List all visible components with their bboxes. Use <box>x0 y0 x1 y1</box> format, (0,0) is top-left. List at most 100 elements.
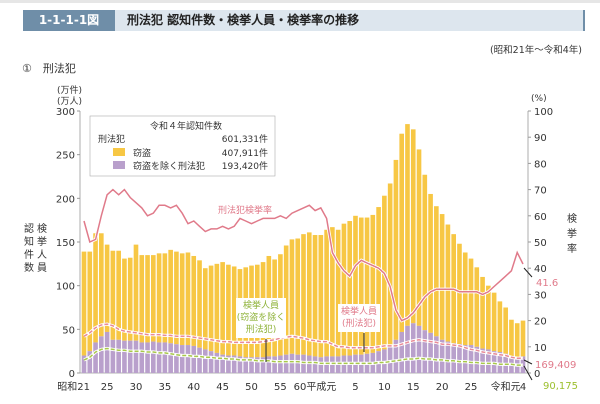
bar-theft <box>335 229 341 357</box>
bar-theft <box>514 323 520 358</box>
bar-non-theft <box>243 357 249 373</box>
period: (昭和21年～令和4年) <box>489 45 582 56</box>
bar-non-theft <box>399 331 405 373</box>
bar-theft <box>480 276 485 349</box>
bar-non-theft <box>474 346 480 373</box>
bar-non-theft <box>486 349 491 373</box>
bar-non-theft <box>416 325 422 373</box>
right-unit: (%) <box>531 94 547 104</box>
legend-title: 令和４年認知件数 <box>150 120 222 132</box>
bar-non-theft <box>457 344 462 373</box>
bar-non-theft <box>451 343 456 373</box>
bar-non-theft <box>312 356 318 373</box>
y2-tick-label: 100 <box>534 107 553 118</box>
bar-non-theft <box>202 349 208 373</box>
bar-theft <box>491 292 497 352</box>
bar-theft <box>179 253 185 346</box>
bar-theft <box>110 250 116 340</box>
right-axis-label: 検 <box>567 212 577 225</box>
right-axis-label: 率 <box>567 242 577 255</box>
bar-non-theft <box>179 345 185 373</box>
bar-non-theft <box>254 357 260 373</box>
bar-non-theft <box>139 342 145 373</box>
bar-non-theft <box>99 336 104 373</box>
bar-non-theft <box>208 351 214 373</box>
bar-non-theft <box>110 339 116 373</box>
bar-non-theft <box>428 332 433 373</box>
end-arrest-non-theft-label: 90,175 <box>543 381 578 392</box>
bar-non-theft <box>104 331 110 373</box>
bar-theft <box>185 252 191 346</box>
bar-non-theft <box>156 342 162 373</box>
x-tick-label: 60平成元 <box>294 381 337 393</box>
bar-theft <box>93 233 98 343</box>
bar-theft <box>358 217 364 355</box>
bar-theft <box>104 244 110 332</box>
arrest-total-line <box>83 323 523 359</box>
legend-label: 刑法犯 <box>98 133 125 145</box>
bar-theft <box>503 307 508 354</box>
bar-non-theft <box>266 356 272 373</box>
bar-non-theft <box>480 348 485 373</box>
bar-theft <box>145 255 150 343</box>
legend-swatch-non-theft <box>113 161 125 169</box>
left-axis-label: 検 <box>37 222 47 235</box>
bar-theft <box>410 129 416 324</box>
legend-swatch-theft <box>113 148 125 156</box>
annotation-arrest-non-theft: (窃盗を除く <box>237 311 286 323</box>
bar-theft <box>457 243 462 345</box>
bar-theft <box>318 235 324 358</box>
bar-theft <box>416 149 422 326</box>
left-axis-label: 数 <box>24 261 34 274</box>
bar-non-theft <box>405 325 410 373</box>
bar-theft <box>226 264 231 356</box>
bar-theft <box>370 214 376 353</box>
bar-non-theft <box>434 336 439 373</box>
x-tick-label: 20 <box>436 382 449 393</box>
y2-tick-label: 50 <box>534 238 547 249</box>
bar-non-theft <box>289 353 295 373</box>
figure-header: 1-1-1-1図 刑法犯 認知件数・検挙人員・検挙率の推移 <box>23 10 585 31</box>
left-axis-label: 件 <box>24 249 34 261</box>
legend-label: 窃盗 <box>133 147 151 159</box>
bar-theft <box>468 258 474 346</box>
y-tick-label: 300 <box>56 107 75 118</box>
y2-tick-label: 90 <box>534 133 547 144</box>
x-tick-label: 35 <box>159 382 172 393</box>
bar-non-theft <box>81 355 87 373</box>
end-arrest-non-theft-arrow <box>523 365 533 381</box>
bar-theft <box>283 245 289 355</box>
x-tick-label: 30 <box>130 382 143 393</box>
bar-theft <box>214 263 220 353</box>
bar-theft <box>231 266 237 356</box>
bar-non-theft <box>393 339 399 373</box>
section-title: ① 刑法犯 <box>22 62 76 75</box>
x-tick-label: 5 <box>352 382 358 393</box>
x-tick-label: 45 <box>216 382 229 393</box>
bar-non-theft <box>237 356 243 373</box>
left-axis-label: 挙 <box>37 235 47 248</box>
bar-theft <box>428 193 433 333</box>
end-rate-arrow <box>523 267 533 278</box>
bar-non-theft <box>127 340 133 373</box>
bar-non-theft <box>174 344 179 373</box>
legend-value: 193,420件 <box>222 160 268 172</box>
figure-title: 刑法犯 認知件数・検挙人員・検挙率の推移 <box>127 13 360 27</box>
bar-non-theft <box>116 339 121 373</box>
x-tick-label: 25 <box>465 382 478 393</box>
y2-tick-label: 20 <box>534 317 547 328</box>
bar-theft <box>208 265 214 352</box>
bar-non-theft <box>226 355 231 373</box>
y2-tick-label: 0 <box>534 369 540 380</box>
left-axis-label: 員 <box>37 262 47 274</box>
bar-theft <box>139 255 145 343</box>
x-tick-label: 15 <box>407 382 420 393</box>
y-tick-label: 200 <box>56 194 75 205</box>
x-tick-label: 40 <box>187 382 200 393</box>
bar-non-theft <box>295 354 301 373</box>
bar-theft <box>81 251 87 356</box>
annotation-bg <box>236 298 286 338</box>
bar-theft <box>434 206 439 337</box>
y-tick-label: 100 <box>56 282 75 293</box>
